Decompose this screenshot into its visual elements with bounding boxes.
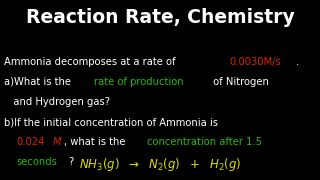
Text: a)What is the: a)What is the: [4, 77, 74, 87]
Text: of Nitrogen: of Nitrogen: [210, 77, 269, 87]
Text: , what is the: , what is the: [64, 137, 128, 147]
Text: rate of production: rate of production: [94, 77, 184, 87]
Text: M: M: [52, 137, 61, 147]
Text: Ammonia decomposes at a rate of: Ammonia decomposes at a rate of: [4, 57, 179, 67]
Text: concentration after 1.5: concentration after 1.5: [147, 137, 262, 147]
Text: ?: ?: [69, 158, 74, 168]
Text: Reaction Rate, Chemistry: Reaction Rate, Chemistry: [26, 8, 294, 27]
Text: b)If the initial concentration of Ammonia is: b)If the initial concentration of Ammoni…: [4, 117, 218, 127]
Text: 0.024: 0.024: [16, 137, 44, 147]
Text: $\mathit{NH_3(g)}\ \ \rightarrow\ \ \mathit{N_2(g)}\ \ +\ \ \mathit{H_2(g)}$: $\mathit{NH_3(g)}\ \ \rightarrow\ \ \mat…: [79, 156, 241, 173]
Text: .: .: [296, 57, 299, 67]
Text: 0.0030M/s: 0.0030M/s: [229, 57, 281, 67]
Text: and Hydrogen gas?: and Hydrogen gas?: [4, 97, 110, 107]
Text: seconds: seconds: [16, 158, 57, 168]
